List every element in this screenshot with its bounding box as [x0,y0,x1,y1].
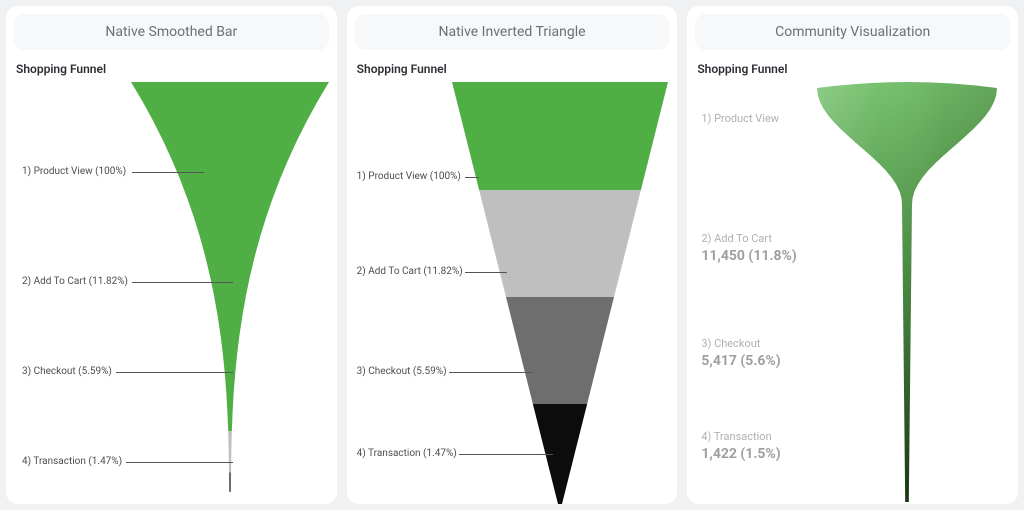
leader-line [116,372,233,373]
panel-header: Community Visualization [695,14,1010,50]
panel-header: Native Smoothed Bar [14,14,329,50]
chart-title: Shopping Funnel [357,62,670,76]
funnel-stage-label: 3) Checkout (5.59%) [22,366,112,377]
funnel-stage-label: 3) Checkout5,417 (5.6%) [701,337,780,371]
stage-value: 5,417 (5.6%) [701,352,780,371]
funnel-stage-label: 1) Product View (100%) [357,171,461,182]
panel-header: Native Inverted Triangle [355,14,670,50]
stage-name: 3) Checkout [701,337,780,352]
stage-name: 1) Product View [701,112,779,127]
chart-area-community: Shopping Funnel 1) Product View 2) Add To… [687,58,1018,504]
funnel-stage-label: 3) Checkout (5.59%) [357,366,447,377]
funnel-stage-label: 2) Add To Cart (11.82%) [22,276,128,287]
funnel-stage-label: 1) Product View (100%) [22,166,126,177]
panel-smoothed-bar: Native Smoothed Bar Shopping Funnel 1) P… [6,6,337,504]
funnel-stage-label: 4) Transaction1,422 (1.5%) [701,430,780,464]
funnel-community: 1) Product View 2) Add To Cart11,450 (11.… [695,82,1010,504]
stage-value: 11,450 (11.8%) [701,247,796,266]
chart-title: Shopping Funnel [16,62,329,76]
stage-name: 2) Add To Cart [701,232,796,247]
leader-line [465,272,507,273]
stage-name: 4) Transaction [701,430,780,445]
panel-community-viz: Community Visualization Shopping Funnel … [687,6,1018,504]
chart-title: Shopping Funnel [697,62,1010,76]
leader-line [465,177,479,178]
leader-line [132,282,233,283]
leader-line [132,172,204,173]
funnel-smoothed: 1) Product View (100%) 2) Add To Cart (11… [14,82,329,504]
panel-inverted-triangle: Native Inverted Triangle Shopping Funnel… [347,6,678,504]
funnel-stage-label: 2) Add To Cart (11.82%) [357,266,463,277]
funnel-inverted: 1) Product View (100%) 2) Add To Cart (11… [355,82,670,504]
leader-line [459,454,553,455]
funnel-stage-label: 4) Transaction (1.47%) [357,448,457,459]
chart-area-smoothed: Shopping Funnel 1) Product View (100%) 2)… [6,58,337,504]
chart-area-inverted: Shopping Funnel 1) Product View (100%) 2)… [347,58,678,504]
funnel-stage-label: 1) Product View [701,112,779,127]
funnel-stage-label: 2) Add To Cart11,450 (11.8%) [701,232,796,266]
funnel-stage-label: 4) Transaction (1.47%) [22,456,122,467]
stage-value: 1,422 (1.5%) [701,445,780,464]
leader-line [126,462,233,463]
leader-line [449,372,533,373]
